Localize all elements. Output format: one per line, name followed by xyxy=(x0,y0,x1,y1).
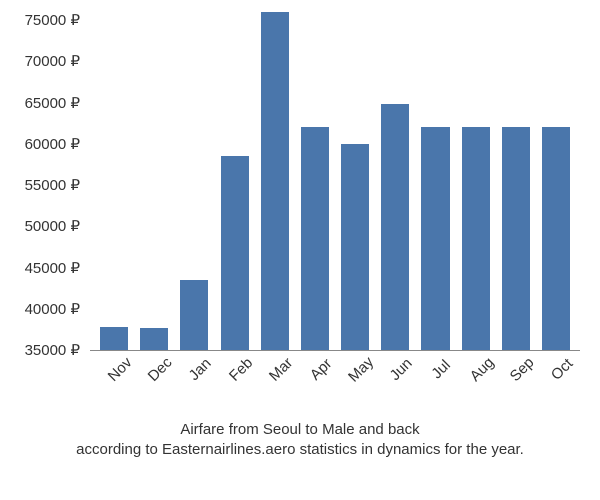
bar xyxy=(301,127,329,350)
bar xyxy=(502,127,530,350)
plot-area xyxy=(90,20,580,351)
x-axis-labels: NovDecJanFebMarAprMayJunJulAugSepOct xyxy=(90,355,580,405)
bar-slot xyxy=(335,20,375,350)
y-axis: 35000 ₽40000 ₽45000 ₽50000 ₽55000 ₽60000… xyxy=(0,20,85,350)
y-tick-label: 60000 ₽ xyxy=(25,135,80,153)
bar-slot xyxy=(94,20,134,350)
bar-slot xyxy=(215,20,255,350)
bar-slot xyxy=(536,20,576,350)
bar-slot xyxy=(174,20,214,350)
bar-slot xyxy=(415,20,455,350)
bar-slot xyxy=(255,20,295,350)
bar xyxy=(421,127,449,350)
y-tick-label: 45000 ₽ xyxy=(25,259,80,277)
bar-slot xyxy=(134,20,174,350)
y-tick-label: 75000 ₽ xyxy=(25,11,80,29)
bar-slot xyxy=(456,20,496,350)
bar xyxy=(140,328,168,350)
bar xyxy=(462,127,490,350)
bar xyxy=(180,280,208,350)
y-tick-label: 40000 ₽ xyxy=(25,300,80,318)
bar xyxy=(261,12,289,350)
bar xyxy=(221,156,249,350)
bar xyxy=(381,104,409,350)
y-tick-label: 50000 ₽ xyxy=(25,217,80,235)
bar xyxy=(542,127,570,350)
bar xyxy=(100,327,128,350)
airfare-bar-chart: 35000 ₽ 40000 ₽ 45000 ₽ 50000 ₽ 55000 ₽ 60000… xyxy=(0,0,600,500)
bars-group xyxy=(90,20,580,350)
caption-line-1: Airfare from Seoul to Male and back xyxy=(0,420,600,440)
bar-slot xyxy=(295,20,335,350)
bar-slot xyxy=(375,20,415,350)
y-tick-label: 70000 ₽ xyxy=(25,52,80,70)
y-tick-label: 65000 ₽ xyxy=(25,94,80,112)
caption-line-2: according to Easternairlines.aero statis… xyxy=(0,440,600,460)
x-tick-label: Oct xyxy=(542,349,600,413)
y-tick-label: 35000 ₽ xyxy=(25,341,80,359)
bar-slot xyxy=(496,20,536,350)
y-tick-label: 55000 ₽ xyxy=(25,176,80,194)
bar xyxy=(341,144,369,350)
